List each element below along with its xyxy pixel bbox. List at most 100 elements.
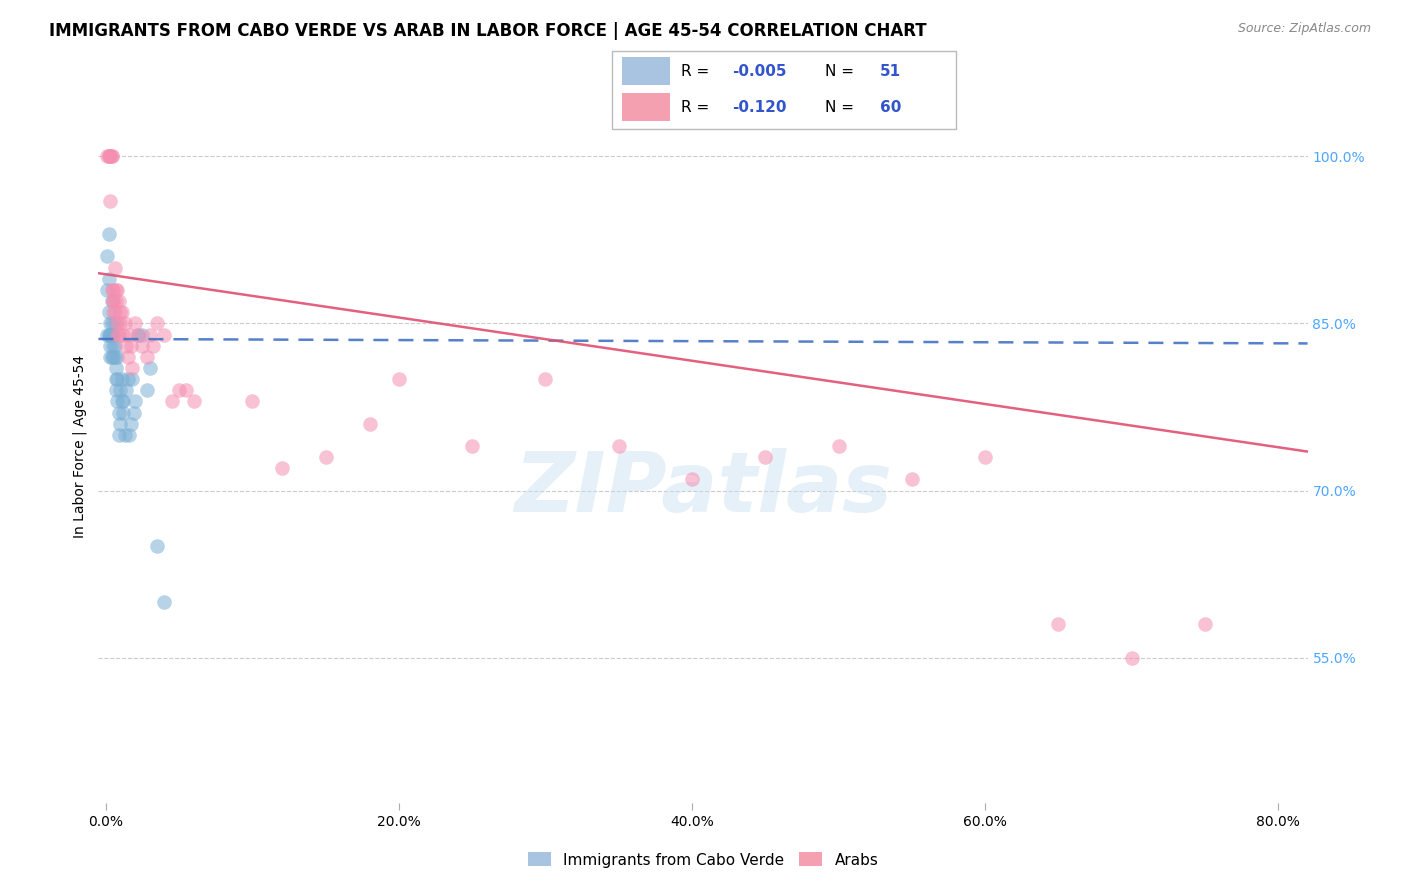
Point [112, 405, 135, 419]
Point [315, 450, 337, 465]
Point [138, 327, 160, 342]
Text: R =: R = [681, 63, 714, 78]
Point [96, 149, 118, 163]
Point [461, 439, 484, 453]
Text: 60: 60 [880, 100, 901, 115]
Text: -0.120: -0.120 [733, 100, 787, 115]
Point [112, 394, 135, 409]
Point [901, 473, 924, 487]
Point [108, 327, 131, 342]
Point [142, 339, 165, 353]
Text: IMMIGRANTS FROM CABO VERDE VS ARAB IN LABOR FORCE | AGE 45-54 CORRELATION CHART: IMMIGRANTS FROM CABO VERDE VS ARAB IN LA… [49, 22, 927, 40]
Point [105, 360, 128, 375]
Point [111, 372, 134, 386]
Point [101, 339, 124, 353]
Point [98, 327, 121, 342]
FancyBboxPatch shape [621, 57, 671, 86]
Point [681, 473, 703, 487]
Point [105, 384, 128, 398]
Point [103, 305, 125, 319]
Point [146, 317, 169, 331]
Text: -0.005: -0.005 [733, 63, 787, 78]
Point [108, 405, 131, 419]
Point [114, 317, 136, 331]
Point [97, 271, 120, 285]
Point [153, 327, 176, 342]
Point [111, 305, 134, 319]
Point [112, 327, 135, 342]
Point [96, 283, 118, 297]
Point [108, 428, 131, 442]
Point [131, 327, 153, 342]
Point [110, 317, 132, 331]
Point [107, 283, 129, 297]
Point [100, 350, 122, 364]
Point [138, 360, 160, 375]
Point [167, 384, 190, 398]
Point [101, 294, 124, 309]
Point [97, 227, 120, 241]
Point [108, 294, 131, 309]
Point [100, 327, 122, 342]
Point [974, 450, 997, 465]
Point [107, 327, 129, 342]
FancyBboxPatch shape [621, 94, 671, 121]
Point [118, 327, 141, 342]
Point [183, 394, 205, 409]
Point [146, 539, 169, 553]
Point [117, 372, 139, 386]
Point [105, 372, 128, 386]
Point [115, 384, 138, 398]
Point [120, 339, 142, 353]
Point [388, 372, 411, 386]
Point [98, 149, 121, 163]
Point [103, 260, 125, 275]
Point [98, 194, 121, 208]
Point [97, 305, 120, 319]
Point [98, 339, 121, 353]
Point [160, 394, 183, 409]
Point [118, 428, 141, 442]
Point [607, 439, 630, 453]
Point [110, 384, 132, 398]
Point [176, 384, 198, 398]
Point [754, 450, 776, 465]
Point [114, 428, 136, 442]
Point [98, 149, 121, 163]
Point [97, 149, 120, 163]
Point [121, 372, 143, 386]
Point [122, 405, 145, 419]
Point [153, 595, 176, 609]
Point [110, 305, 132, 319]
Point [127, 327, 149, 342]
Text: N =: N = [825, 100, 859, 115]
Point [98, 317, 121, 331]
Legend: Immigrants from Cabo Verde, Arabs: Immigrants from Cabo Verde, Arabs [522, 847, 884, 873]
Point [100, 294, 122, 309]
Point [120, 417, 142, 431]
FancyBboxPatch shape [612, 51, 956, 129]
Point [107, 317, 129, 331]
Point [101, 327, 124, 342]
Point [107, 394, 129, 409]
Text: R =: R = [681, 100, 714, 115]
Point [124, 394, 146, 409]
Point [240, 394, 263, 409]
Point [101, 305, 124, 319]
Point [131, 339, 153, 353]
Point [98, 350, 121, 364]
Point [534, 372, 557, 386]
Point [135, 350, 157, 364]
Point [110, 417, 132, 431]
Text: Source: ZipAtlas.com: Source: ZipAtlas.com [1237, 22, 1371, 36]
Point [100, 317, 122, 331]
Point [1194, 617, 1216, 632]
Point [100, 149, 122, 163]
Point [103, 339, 125, 353]
Point [105, 283, 128, 297]
Point [359, 417, 381, 431]
Point [103, 350, 125, 364]
Point [96, 249, 118, 264]
Point [101, 283, 124, 297]
Point [827, 439, 849, 453]
